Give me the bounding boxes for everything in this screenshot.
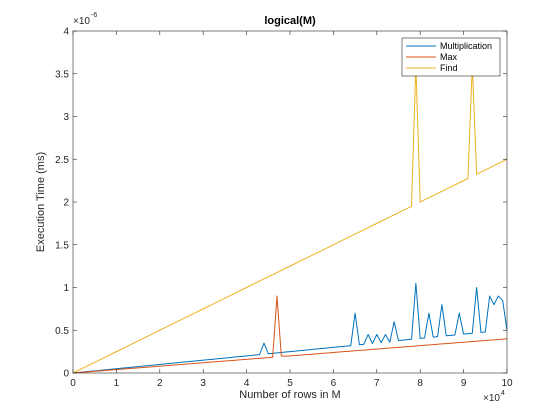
series-line-multiplication xyxy=(72,282,508,374)
x-tick-label: 9 xyxy=(461,378,467,389)
series-line-find xyxy=(72,64,508,374)
y-tick-label: 4 xyxy=(63,27,69,38)
axes-box xyxy=(72,30,508,374)
x-exponent-base: ×10 xyxy=(483,393,500,404)
y-tick-label: 1 xyxy=(63,283,69,294)
x-tick-label: 10 xyxy=(501,378,513,389)
x-tick-label: 4 xyxy=(244,378,250,389)
y-axis-label: Execution Time (ms) xyxy=(35,152,47,252)
y-tick-label: 0 xyxy=(63,369,69,380)
x-exponent: ×10 4 xyxy=(483,390,505,404)
x-tick-label: 3 xyxy=(200,378,206,389)
x-tick-label: 5 xyxy=(287,378,293,389)
x-tick-label: 2 xyxy=(157,378,163,389)
y-tick-label: 1.5 xyxy=(55,240,69,251)
legend-label-max: Max xyxy=(440,52,458,62)
y-exponent: ×10 -6 xyxy=(73,12,97,27)
x-tick-label: 7 xyxy=(374,378,380,389)
tick-layer: 0 1 2 3 4 5 6 7 8 9 10 0 0.5 1 1.5 2 2.5 3 3.5 4 xyxy=(55,27,513,390)
chart-title: logical(M) xyxy=(264,15,316,27)
y-tick-label: 2.5 xyxy=(55,155,69,166)
x-tick-label: 8 xyxy=(417,378,423,389)
y-tick-label: 0.5 xyxy=(55,326,69,337)
plot-area xyxy=(73,31,507,373)
x-tick-label: 6 xyxy=(331,378,337,389)
legend-label-multiplication: Multiplication xyxy=(440,41,492,51)
y-exponent-power: -6 xyxy=(91,12,97,19)
y-tick-label: 3 xyxy=(63,112,69,123)
y-tick-label: 2 xyxy=(63,198,69,209)
x-tick-label: 1 xyxy=(114,378,120,389)
x-tick-label: 0 xyxy=(70,378,76,389)
y-tick-label: 3.5 xyxy=(55,69,69,80)
legend: Multiplication Max Find xyxy=(401,37,501,77)
y-exponent-base: ×10 xyxy=(73,16,90,27)
series-line-max xyxy=(72,295,508,374)
series-layer xyxy=(72,64,508,374)
x-axis-label: Number of rows in M xyxy=(239,389,340,401)
legend-label-find: Find xyxy=(440,63,458,73)
x-exponent-power: 4 xyxy=(501,390,505,397)
